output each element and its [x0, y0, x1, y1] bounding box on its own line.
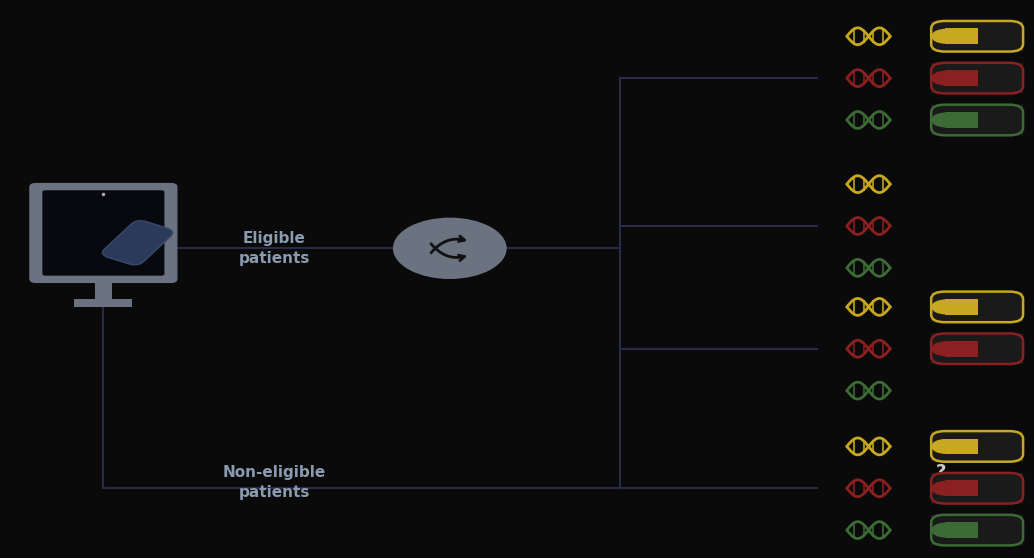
FancyBboxPatch shape: [932, 105, 1023, 135]
Bar: [945, 439, 978, 454]
Text: Eligible
patients: Eligible patients: [238, 231, 310, 266]
Bar: [945, 480, 978, 496]
FancyBboxPatch shape: [932, 515, 1023, 545]
Circle shape: [393, 218, 507, 279]
Ellipse shape: [932, 300, 959, 314]
Bar: [95, 279, 112, 300]
Text: ?: ?: [936, 463, 946, 480]
Ellipse shape: [932, 29, 959, 44]
Ellipse shape: [932, 439, 959, 454]
Ellipse shape: [932, 523, 959, 537]
Bar: [945, 341, 978, 357]
FancyBboxPatch shape: [932, 431, 1023, 461]
Bar: [945, 70, 978, 86]
Bar: [945, 522, 978, 538]
FancyBboxPatch shape: [30, 184, 177, 282]
FancyBboxPatch shape: [932, 63, 1023, 93]
Bar: [945, 299, 978, 315]
Ellipse shape: [932, 113, 959, 127]
Ellipse shape: [932, 71, 959, 85]
Text: Non-eligible
patients: Non-eligible patients: [222, 465, 326, 500]
Bar: [945, 112, 978, 128]
Ellipse shape: [932, 481, 959, 496]
FancyBboxPatch shape: [932, 473, 1023, 503]
FancyBboxPatch shape: [42, 190, 164, 276]
FancyBboxPatch shape: [932, 21, 1023, 51]
FancyBboxPatch shape: [932, 334, 1023, 364]
Bar: [74, 299, 132, 307]
FancyBboxPatch shape: [932, 292, 1023, 322]
Ellipse shape: [932, 341, 959, 356]
Bar: [945, 28, 978, 44]
FancyBboxPatch shape: [102, 220, 173, 265]
